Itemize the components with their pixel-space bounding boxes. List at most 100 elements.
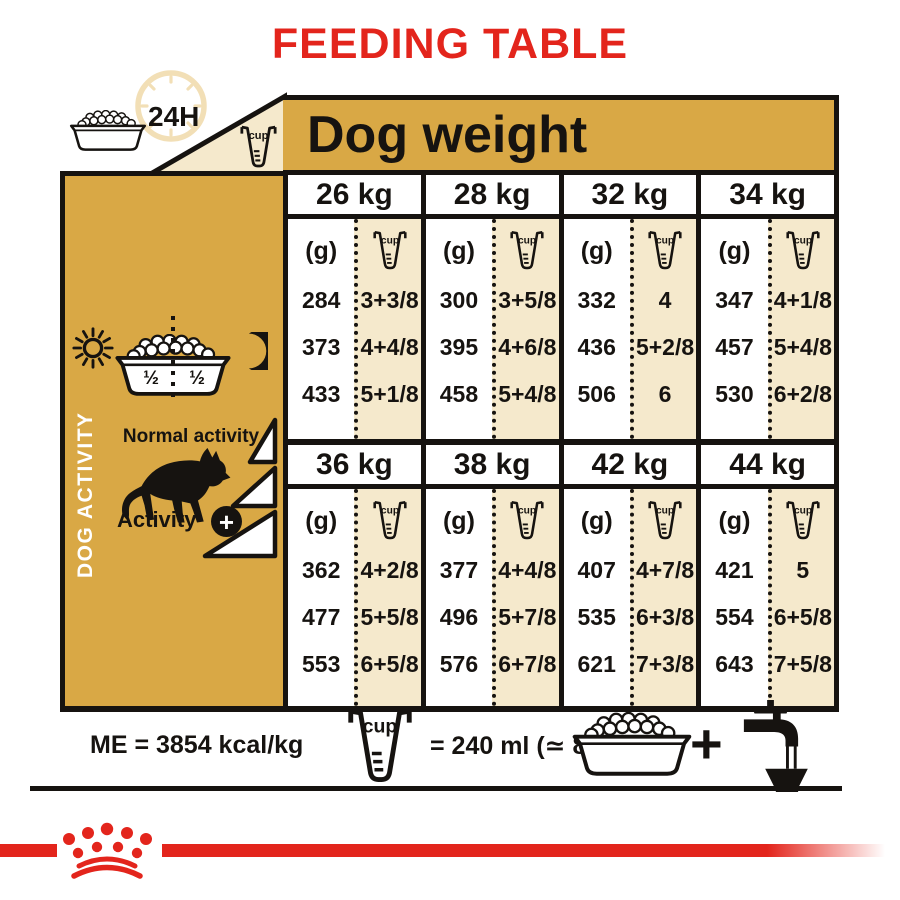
weight-column-32kg: 32 kg (g) 332 436 506 4 5+2/8 6 bbox=[563, 175, 702, 439]
half-portion-left: ½ bbox=[143, 368, 159, 389]
dog-activity-label: DOG ACTIVITY bbox=[74, 411, 97, 579]
grams-value: 377 bbox=[439, 557, 479, 583]
triangle-small bbox=[247, 417, 278, 465]
dog-icon bbox=[121, 448, 231, 523]
sun-icon bbox=[72, 327, 114, 369]
crown-logo bbox=[63, 822, 152, 879]
cup-subcolumn: 4+1/8 5+4/8 6+2/8 bbox=[767, 219, 834, 439]
grams-subcolumn: (g) 362 477 553 bbox=[288, 489, 355, 706]
cup-value: 3+3/8 bbox=[360, 287, 419, 313]
cup-value: 6 bbox=[658, 381, 672, 407]
corner-diagonal bbox=[69, 70, 287, 178]
cup-subcolumn: 4+7/8 6+3/8 7+3/8 bbox=[629, 489, 697, 706]
grams-label: (g) bbox=[580, 236, 613, 265]
grams-value: 436 bbox=[577, 334, 616, 360]
weight-header: 38 kg bbox=[425, 445, 559, 489]
cup-icon bbox=[648, 230, 682, 272]
grams-label: (g) bbox=[718, 236, 751, 265]
red-stripe-left bbox=[0, 844, 57, 857]
grams-subcolumn: (g) 407 535 621 bbox=[563, 489, 630, 706]
grams-value: 347 bbox=[715, 287, 754, 313]
grams-value: 433 bbox=[302, 381, 341, 407]
grams-value: 421 bbox=[715, 557, 754, 583]
diagonal-line bbox=[145, 92, 287, 178]
weight-column-38kg: 38 kg (g) 377 496 576 4+4/8 5+7/8 6+7/8 bbox=[425, 445, 564, 706]
cup-value: 6+2/8 bbox=[773, 381, 832, 407]
cup-icon bbox=[786, 230, 820, 272]
cup-value: 6+5/8 bbox=[773, 604, 832, 630]
grams-subcolumn: (g) 421 554 643 bbox=[701, 489, 768, 706]
grams-value: 300 bbox=[439, 287, 479, 313]
cup-icon bbox=[786, 500, 820, 542]
dog-activity-sidebar: ½ ½ DOG ACTIVITY Normal activity Activit… bbox=[60, 171, 285, 712]
grams-value: 496 bbox=[439, 604, 479, 630]
activity-plus-label: Activity bbox=[117, 507, 197, 532]
grams-value: 332 bbox=[577, 287, 616, 313]
cup-value: 5 bbox=[796, 557, 810, 583]
grams-value: 362 bbox=[302, 557, 341, 583]
cup-icon bbox=[510, 500, 544, 542]
plus-circle-icon: + bbox=[211, 506, 242, 537]
split-meal-bowl: ½ ½ bbox=[115, 316, 231, 400]
grams-label: (g) bbox=[580, 506, 613, 535]
grams-label: (g) bbox=[442, 506, 475, 535]
cup-value: 4+6/8 bbox=[498, 334, 557, 360]
normal-activity-label: Normal activity bbox=[122, 426, 260, 447]
grams-value: 643 bbox=[715, 651, 754, 677]
triangle-medium bbox=[230, 465, 278, 509]
weight-column-34kg: 34 kg (g) 347 457 530 4+1/8 5+4/8 6+2/8 bbox=[701, 175, 834, 439]
grams-value: 530 bbox=[715, 381, 754, 407]
cup-value: 4+4/8 bbox=[360, 334, 419, 360]
cup-value: 5+5/8 bbox=[360, 604, 419, 630]
cup-value: 6+5/8 bbox=[360, 651, 419, 677]
cup-subcolumn: 3+5/8 4+6/8 5+4/8 bbox=[492, 219, 559, 439]
grams-value: 554 bbox=[715, 604, 754, 630]
plus-sign: + bbox=[690, 712, 723, 775]
cup-value: 5+4/8 bbox=[498, 381, 557, 407]
cup-subcolumn: 4+2/8 5+5/8 6+5/8 bbox=[354, 489, 421, 706]
grams-value: 576 bbox=[439, 651, 479, 677]
cup-value: 3+5/8 bbox=[498, 287, 557, 313]
grams-label: (g) bbox=[718, 506, 751, 535]
cup-subcolumn: 5 6+5/8 7+5/8 bbox=[767, 489, 834, 706]
food-bowl-icon bbox=[570, 712, 694, 779]
grams-value: 535 bbox=[577, 604, 616, 630]
clock-icon bbox=[135, 70, 207, 142]
cup-value: 4 bbox=[658, 287, 672, 313]
cup-value: 4+7/8 bbox=[635, 557, 695, 583]
grams-value: 373 bbox=[302, 334, 341, 360]
grams-subcolumn: (g) 347 457 530 bbox=[701, 219, 768, 439]
cup-value: 5+1/8 bbox=[360, 381, 419, 407]
grams-subcolumn: (g) 332 436 506 bbox=[563, 219, 630, 439]
cup-value: 4+2/8 bbox=[360, 557, 419, 583]
grams-subcolumn: (g) 300 395 458 bbox=[425, 219, 493, 439]
cup-subcolumn: 4 5+2/8 6 bbox=[629, 219, 697, 439]
page-title: FEEDING TABLE bbox=[271, 20, 629, 68]
cup-value: 5+2/8 bbox=[635, 334, 695, 360]
cup-subcolumn: 3+3/8 4+4/8 5+1/8 bbox=[354, 219, 421, 439]
red-stripe-right bbox=[162, 844, 900, 857]
divider-line bbox=[30, 786, 842, 791]
grams-value: 395 bbox=[439, 334, 479, 360]
weights-top-group: 26 kg (g) 284 373 433 3+3/8 4+4/8 5+1/8 … bbox=[283, 175, 839, 445]
weight-column-42kg: 42 kg (g) 407 535 621 4+7/8 6+3/8 7+3/8 bbox=[563, 445, 702, 706]
weight-column-26kg: 26 kg (g) 284 373 433 3+3/8 4+4/8 5+1/8 bbox=[288, 175, 426, 439]
cup-subcolumn: 4+4/8 5+7/8 6+7/8 bbox=[492, 489, 559, 706]
activity-level-triangles bbox=[202, 417, 278, 559]
cup-value: 5+4/8 bbox=[773, 334, 832, 360]
grams-value: 407 bbox=[577, 557, 616, 583]
cup-icon bbox=[373, 500, 407, 542]
grams-subcolumn: (g) 377 496 576 bbox=[425, 489, 493, 706]
cup-icon bbox=[373, 230, 407, 272]
grams-value: 458 bbox=[439, 381, 479, 407]
cup-icon bbox=[648, 500, 682, 542]
grams-label: (g) bbox=[442, 236, 475, 265]
grams-value: 553 bbox=[302, 651, 341, 677]
weight-column-44kg: 44 kg (g) 421 554 643 5 6+5/8 7+5/8 bbox=[701, 445, 834, 706]
weight-header: 44 kg bbox=[701, 445, 834, 489]
cup-value: 6+3/8 bbox=[635, 604, 695, 630]
cup-value: 4+1/8 bbox=[773, 287, 832, 313]
weight-header: 28 kg bbox=[425, 175, 559, 219]
weight-header: 36 kg bbox=[288, 445, 421, 489]
